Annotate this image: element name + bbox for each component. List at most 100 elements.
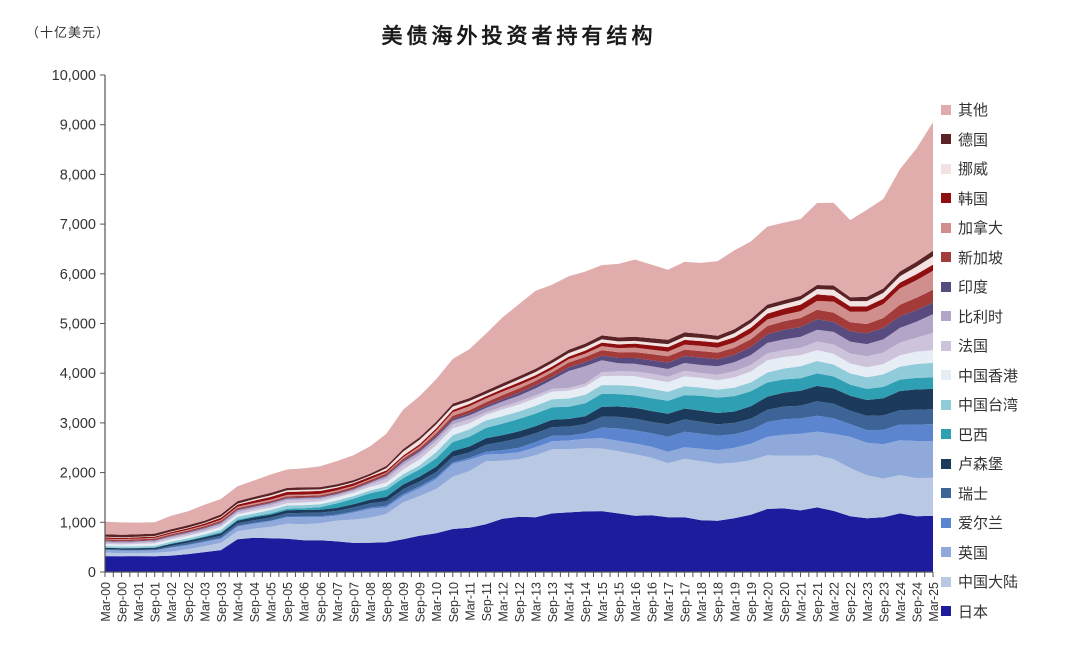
legend-item-2: 挪威 — [941, 154, 1076, 184]
x-axis-label: Mar-24 — [894, 582, 908, 622]
legend-label: 挪威 — [958, 161, 989, 179]
y-axis-label: 10,000 — [52, 68, 96, 84]
legend-item-16: 中国大陆 — [941, 567, 1076, 597]
legend-item-4: 加拿大 — [941, 213, 1076, 243]
area-series-4 — [105, 401, 933, 551]
legend-item-1: 德国 — [941, 125, 1076, 155]
y-axis-label: 8,000 — [60, 167, 96, 183]
x-axis-label: Sep-07 — [347, 582, 361, 622]
legend-label: 卢森堡 — [958, 456, 1004, 474]
area-series-10 — [105, 314, 933, 544]
area-series-0 — [105, 507, 933, 572]
x-axis-label: Mar-08 — [364, 582, 378, 622]
area-series-3 — [105, 415, 933, 551]
y-axis-label: 7,000 — [60, 217, 96, 233]
legend-swatch — [941, 222, 951, 233]
x-axis-label: Sep-12 — [513, 582, 527, 622]
legend-swatch — [941, 370, 951, 381]
legend-label: 日本 — [958, 603, 989, 621]
area-series-9 — [105, 332, 933, 545]
chart-title: 美债海外投资者持有结构 — [381, 25, 657, 48]
area-series-7 — [105, 361, 933, 549]
legend-item-3: 韩国 — [941, 184, 1076, 214]
legend-item-11: 巴西 — [941, 420, 1076, 450]
legend-swatch — [941, 104, 951, 115]
x-axis-label: Mar-22 — [828, 582, 842, 622]
x-axis-label: Sep-10 — [447, 582, 461, 622]
x-axis-label: Sep-23 — [877, 582, 891, 622]
x-axis-label: Sep-24 — [910, 582, 924, 622]
x-axis-label: Mar-19 — [728, 582, 742, 622]
legend-swatch — [941, 399, 951, 410]
legend-swatch — [941, 488, 951, 499]
legend-label: 印度 — [958, 279, 989, 297]
area-series-5 — [105, 385, 933, 550]
y-axis-label: 5,000 — [60, 317, 96, 333]
legend-item-7: 比利时 — [941, 302, 1076, 332]
x-axis-label: Mar-13 — [530, 582, 544, 622]
x-axis-label: Mar-17 — [662, 582, 676, 622]
area-series-11 — [105, 302, 933, 542]
legend-label: 其他 — [958, 102, 989, 120]
x-axis-label: Mar-16 — [629, 582, 643, 622]
x-axis-label: Mar-21 — [795, 582, 809, 622]
x-axis-label: Mar-00 — [99, 582, 113, 622]
area-series-2 — [105, 431, 933, 554]
legend-label: 瑞士 — [958, 485, 989, 503]
x-axis-label: Sep-21 — [811, 582, 825, 622]
x-axis-label: Sep-02 — [182, 582, 196, 622]
x-axis-label: Mar-06 — [298, 582, 312, 622]
legend-swatch — [941, 134, 951, 145]
x-axis-label: Mar-18 — [695, 582, 709, 622]
legend-item-14: 爱尔兰 — [941, 508, 1076, 538]
legend-swatch — [941, 281, 951, 292]
x-axis-label: Mar-25 — [927, 582, 941, 622]
x-axis-label: Sep-18 — [712, 582, 726, 622]
legend-item-9: 中国香港 — [941, 361, 1076, 391]
legend-swatch — [941, 252, 951, 263]
legend-label: 中国台湾 — [958, 397, 1019, 415]
x-axis-label: Mar-11 — [463, 582, 477, 621]
area-series-6 — [105, 373, 933, 549]
legend-swatch — [941, 193, 951, 204]
x-axis-label: Mar-15 — [596, 582, 610, 622]
legend-label: 比利时 — [958, 308, 1004, 326]
x-axis-label: Sep-19 — [745, 582, 759, 622]
legend-swatch — [941, 311, 951, 322]
x-axis-label: Mar-04 — [231, 582, 245, 622]
x-axis-label: Sep-00 — [116, 582, 130, 622]
x-axis-label: Mar-10 — [430, 582, 444, 622]
x-axis-label: Sep-08 — [381, 582, 395, 622]
legend-label: 英国 — [958, 544, 989, 562]
chart-legend: 其他 德国 挪威 韩国 加拿大 新加坡 印度 比利时 法国 中国香港 中国台湾 巴西 卢森堡 瑞士 爱尔兰英… — [941, 95, 1076, 626]
legend-swatch — [941, 340, 951, 351]
x-axis-label: Sep-06 — [314, 582, 328, 622]
x-axis-label: Mar-05 — [265, 582, 279, 622]
x-axis-label: Sep-03 — [215, 582, 229, 622]
legend-label: 加拿大 — [958, 220, 1004, 238]
area-series-8 — [105, 350, 933, 547]
legend-item-13: 瑞士 — [941, 479, 1076, 509]
axis-unit-label: （十亿美元） — [26, 25, 111, 40]
x-axis-label: Sep-01 — [149, 582, 163, 622]
legend-label: 中国香港 — [958, 367, 1019, 385]
y-axis-label: 3,000 — [60, 416, 96, 432]
y-axis-label: 2,000 — [60, 466, 96, 482]
y-axis-label: 4,000 — [60, 366, 96, 382]
legend-label: 德国 — [958, 131, 989, 149]
legend-item-17: 日本 — [941, 597, 1076, 627]
x-axis-label: Mar-12 — [496, 582, 510, 622]
x-axis-label: Mar-23 — [861, 582, 875, 622]
legend-swatch — [941, 576, 951, 587]
y-axis-label: 0 — [88, 565, 96, 581]
legend-label: 中国大陆 — [958, 574, 1019, 592]
legend-item-15: 英国 — [941, 538, 1076, 568]
x-axis-label: Sep-20 — [778, 582, 792, 622]
area-series-17 — [105, 122, 933, 535]
legend-item-12: 卢森堡 — [941, 449, 1076, 479]
x-axis-label: Mar-20 — [761, 582, 775, 622]
x-axis-label: Mar-09 — [397, 582, 411, 622]
legend-swatch — [941, 606, 951, 617]
